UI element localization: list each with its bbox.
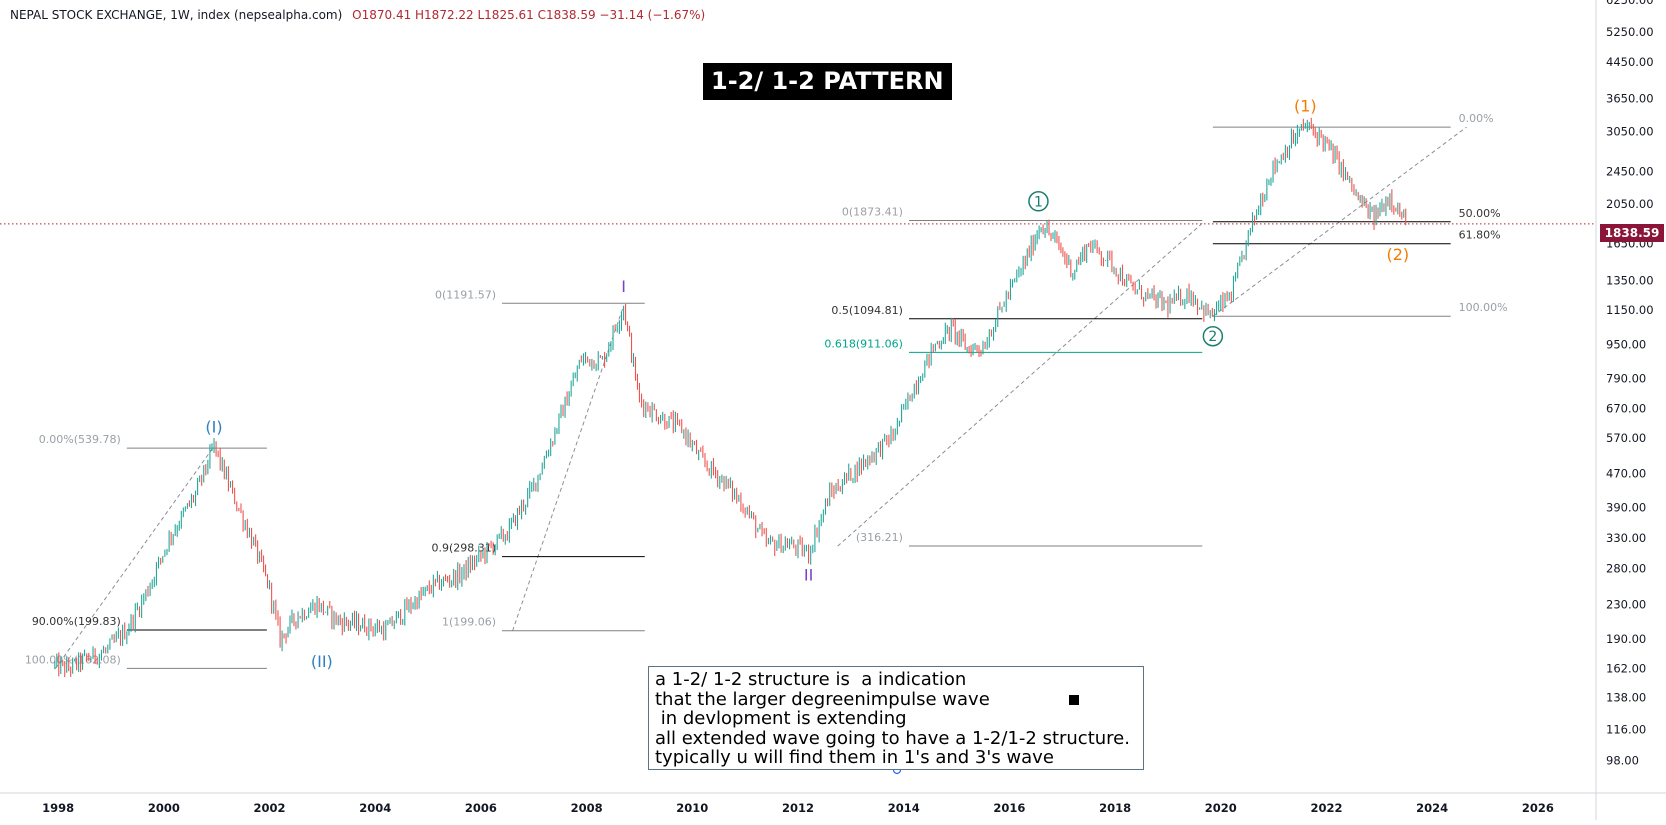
price-tick-label: 790.00 <box>1606 371 1646 385</box>
annotation-note[interactable]: a 1-2/ 1-2 structure is a indication tha… <box>648 666 1144 770</box>
price-tick-label: 280.00 <box>1606 561 1646 575</box>
price-tick-label: 2050.00 <box>1606 197 1654 211</box>
price-tick-label: 1150.00 <box>1606 303 1654 317</box>
price-tick-label: 570.00 <box>1606 431 1646 445</box>
time-tick-label: 2026 <box>1522 801 1554 815</box>
price-tick-label: 1350.00 <box>1606 273 1654 287</box>
price-tick-label: 3650.00 <box>1606 91 1654 105</box>
time-tick-label: 2006 <box>465 801 497 815</box>
fib-level-label: 0(1873.41) <box>842 205 903 218</box>
price-tick-label: 390.00 <box>1606 501 1646 515</box>
time-tick-label: 2020 <box>1205 801 1237 815</box>
price-tick-label: 138.00 <box>1606 691 1646 705</box>
price-tick-label: 190.00 <box>1606 632 1646 646</box>
fib-level-label: 1(199.06) <box>442 616 496 629</box>
wave-label: II <box>804 566 813 585</box>
time-tick-label: 2024 <box>1416 801 1448 815</box>
note-line: that the larger degreenimpulse wave <box>655 688 990 710</box>
fib-level-label: 0.9(298.31) <box>431 542 496 555</box>
time-tick-label: 2000 <box>148 801 180 815</box>
time-tick-label: 2022 <box>1310 801 1342 815</box>
square-marker-icon <box>1069 695 1079 705</box>
price-tick-label: 6250.00 <box>1606 0 1654 7</box>
note-line: a 1-2/ 1-2 structure is a indication <box>655 669 967 690</box>
current-price-label: 1838.59 <box>1600 224 1664 242</box>
price-tick-label: 470.00 <box>1606 467 1646 481</box>
symbol-label: NEPAL STOCK EXCHANGE, 1W, index (nepseal… <box>10 8 343 22</box>
time-tick-label: 2002 <box>254 801 286 815</box>
price-tick-label: 98.00 <box>1606 753 1639 767</box>
fib-level-label: 0.00%(539.78) <box>39 433 121 446</box>
price-tick-label: 5250.00 <box>1606 25 1654 39</box>
wave-label: (1) <box>1294 96 1317 115</box>
chart-header: NEPAL STOCK EXCHANGE, 1W, index (nepseal… <box>10 8 705 22</box>
price-tick-label: 162.00 <box>1606 661 1646 675</box>
fib-level-label: 100.00% <box>1459 301 1508 314</box>
time-tick-label: 2010 <box>676 801 708 815</box>
chart-title: 1-2/ 1-2 PATTERN <box>703 63 952 100</box>
note-line: in devlopment is extending <box>655 708 907 729</box>
price-tick-label: 330.00 <box>1606 531 1646 545</box>
trend-line <box>55 446 215 669</box>
time-tick-label: 1998 <box>42 801 74 815</box>
price-tick-label: 230.00 <box>1606 597 1646 611</box>
trend-line <box>837 222 1203 547</box>
time-tick-label: 2016 <box>993 801 1025 815</box>
time-tick-label: 2018 <box>1099 801 1131 815</box>
fib-level-label: 0.618(911.06) <box>824 337 903 350</box>
wave-label-circle <box>1028 191 1049 212</box>
fib-level-label: 61.80% <box>1459 229 1501 242</box>
price-tick-label: 3050.00 <box>1606 124 1654 138</box>
ohlc-readout: O1870.41 H1872.22 L1825.61 C1838.59 −31.… <box>352 8 706 22</box>
price-tick-label: 4450.00 <box>1606 55 1654 69</box>
wave-label: 2 <box>1208 329 1217 345</box>
wave-label-circle <box>1202 325 1224 347</box>
fib-level-label: 0.00% <box>1459 112 1494 125</box>
fib-level-label: 90.00%(199.83) <box>32 615 121 628</box>
price-tick-label: 950.00 <box>1606 338 1646 352</box>
fib-level-label: 0.5(1094.81) <box>831 304 903 317</box>
time-tick-label: 2014 <box>888 801 920 815</box>
time-tick-label: 2008 <box>571 801 603 815</box>
wave-label: 1 <box>1034 194 1043 210</box>
fib-level-label: 50.00% <box>1459 207 1501 220</box>
fib-level-label: 0(1191.57) <box>435 288 496 301</box>
price-tick-label: 670.00 <box>1606 402 1646 416</box>
wave-label: (2) <box>1386 245 1409 264</box>
time-tick-label: 2012 <box>782 801 814 815</box>
trend-line <box>1212 126 1467 317</box>
note-line: all extended wave going to have a 1-2/1-… <box>655 727 1130 749</box>
time-tick-label: 2004 <box>359 801 391 815</box>
price-tick-label: 2450.00 <box>1606 164 1654 178</box>
note-line: typically u will find them in 1's and 3'… <box>655 747 1054 768</box>
wave-label: I <box>621 277 626 296</box>
trend-line <box>512 305 625 631</box>
wave-label: (II) <box>311 652 333 671</box>
price-tick-label: 116.00 <box>1606 723 1646 737</box>
wave-label: (I) <box>205 417 222 436</box>
fib-level-label: (316.21) <box>856 531 903 544</box>
